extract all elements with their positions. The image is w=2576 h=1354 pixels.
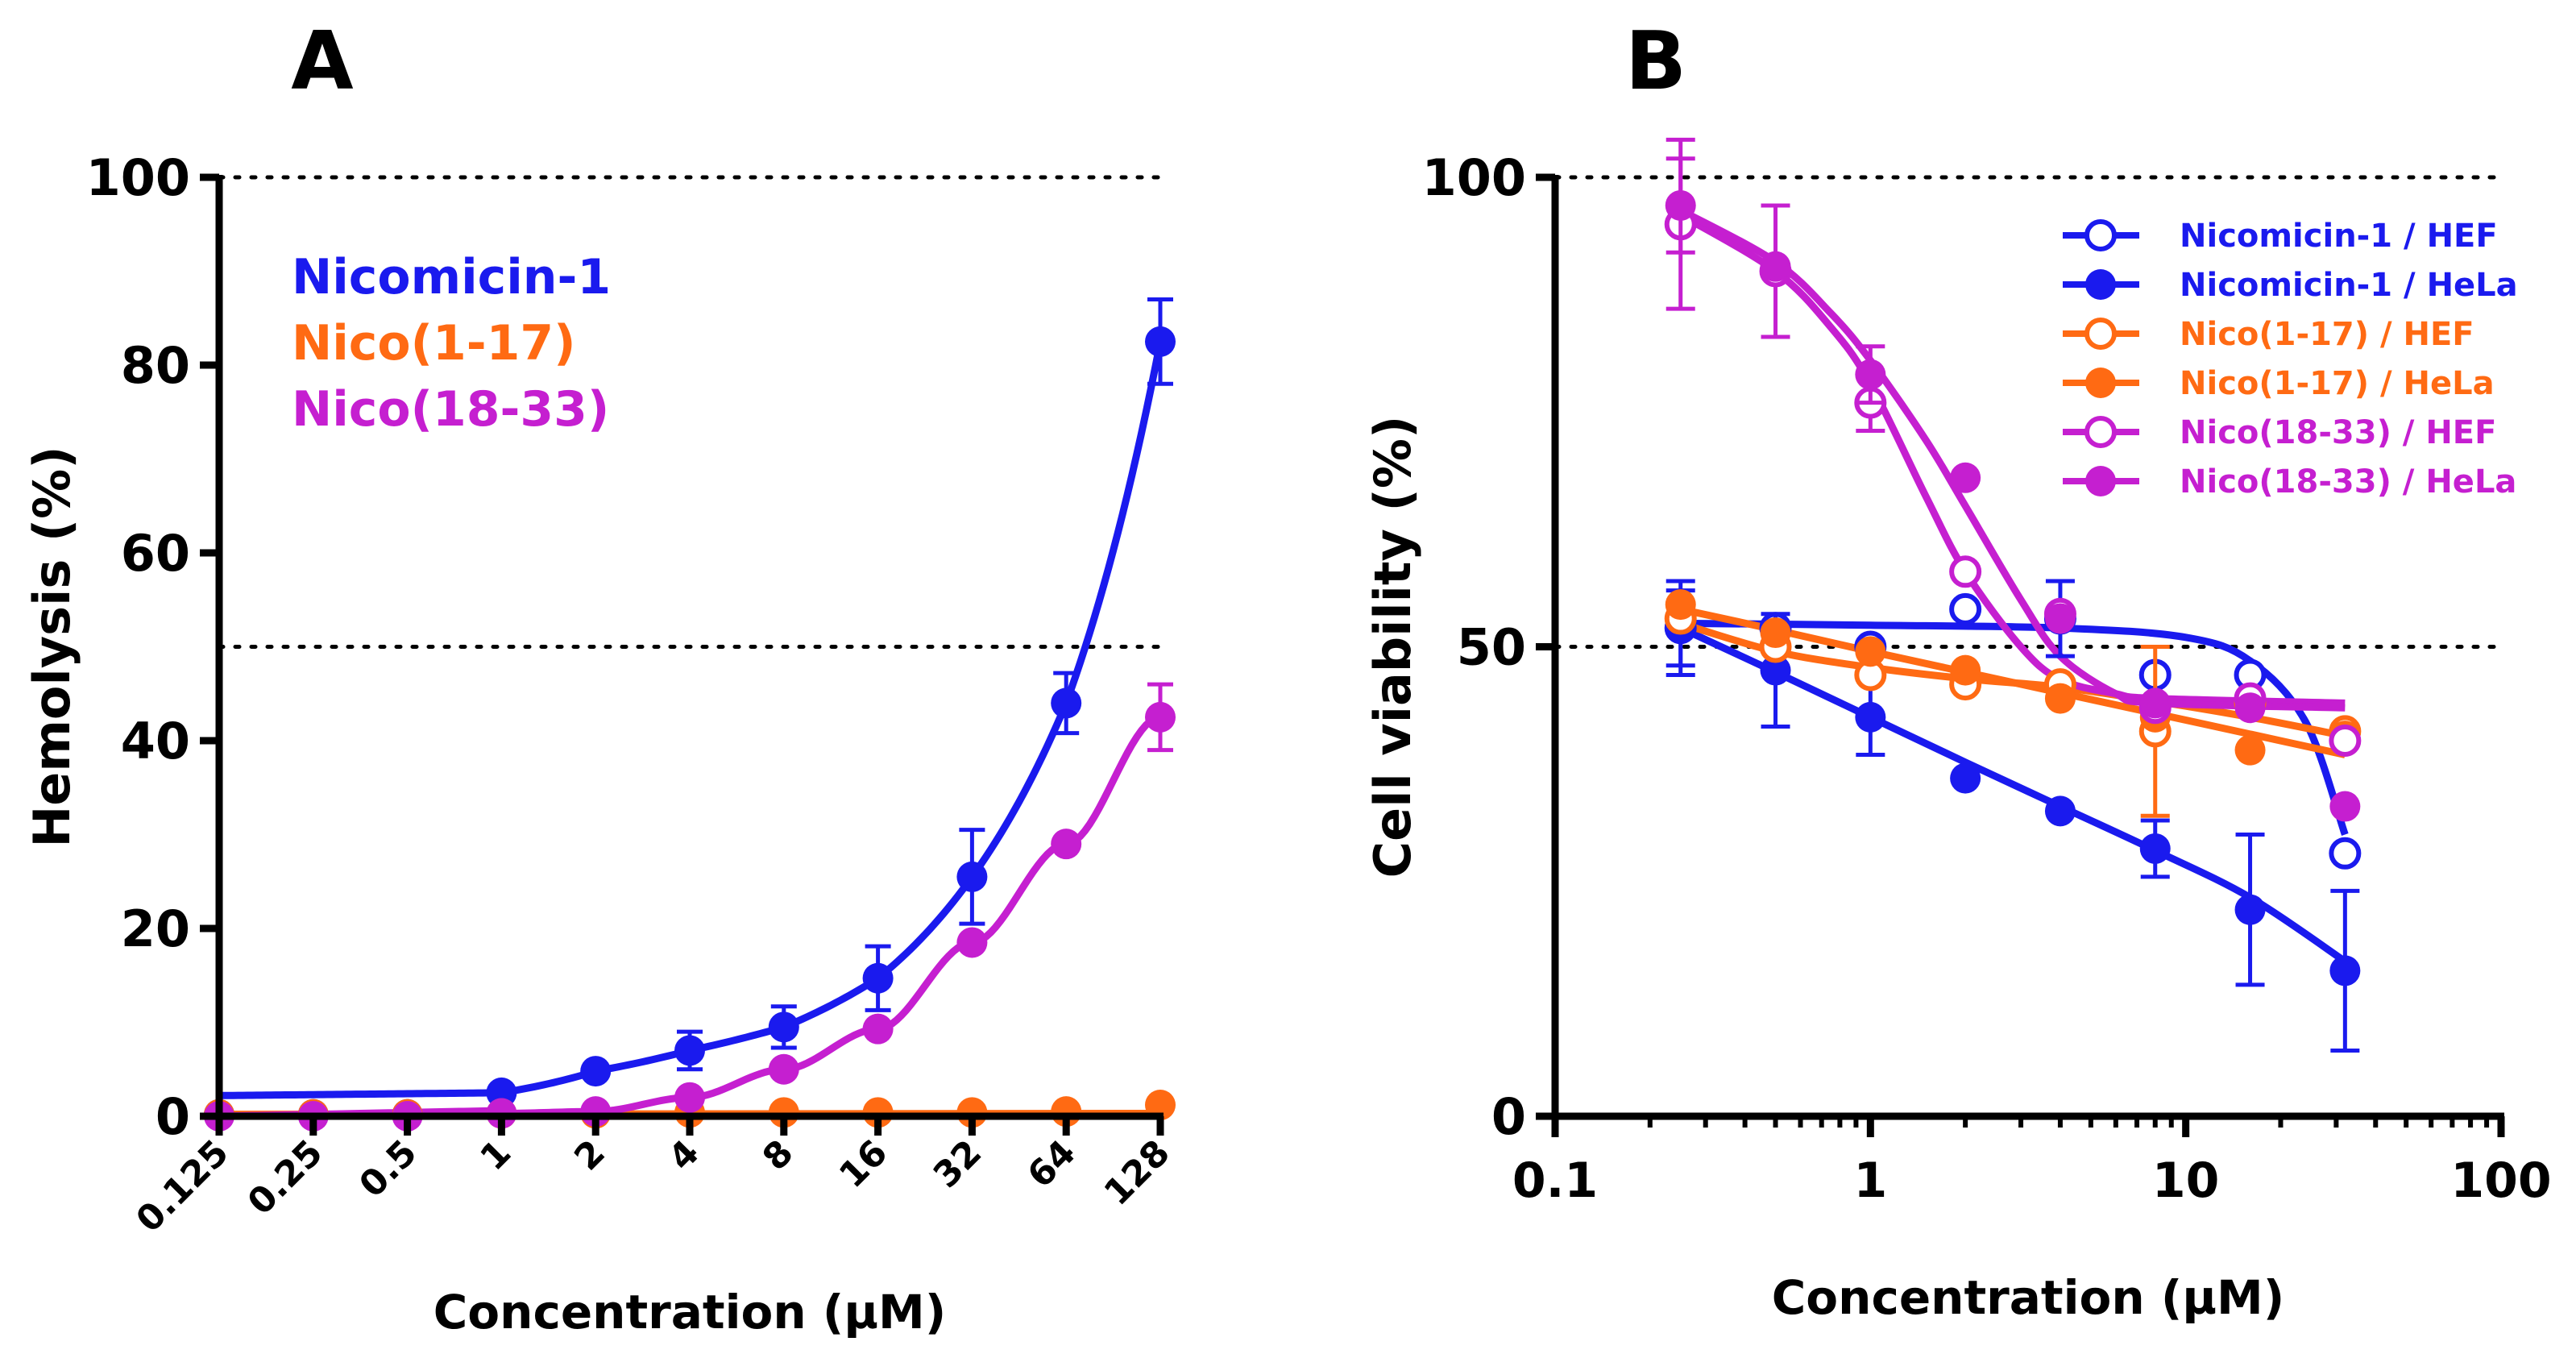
x-tick-label: 32 [926, 1132, 989, 1196]
y-tick-label: 40 [121, 712, 190, 770]
data-point [1760, 617, 1791, 649]
data-point [768, 1053, 799, 1085]
data-point [1760, 251, 1791, 282]
data-point [2329, 955, 2361, 986]
x-tick-label: 128 [1097, 1132, 1178, 1214]
data-point [1949, 555, 1982, 588]
legend-marker [2084, 318, 2117, 350]
data-point [1145, 701, 1176, 733]
legend-entry: Nico(18-33) [292, 381, 609, 438]
data-point [956, 927, 988, 958]
legend-entry: Nicomicin-1 / HeLa [2180, 267, 2518, 304]
data-point [862, 1013, 894, 1045]
legend-entry: Nico(1-17) / HeLa [2180, 365, 2495, 402]
legend-entry: Nicomicin-1 [292, 249, 611, 305]
y-axis-title: Cell viability (%) [1363, 416, 1422, 878]
legend-entry: Nico(18-33) / HeLa [2180, 463, 2516, 500]
x-tick-label: 64 [1020, 1132, 1084, 1196]
panel-a: A 0 20 40 60 80 100 0.125 0.25 0.5 1 2 4 8 16 32 64 128 C… [23, 14, 1178, 1339]
data-point [1665, 589, 1696, 621]
x-tick-label: 8 [755, 1132, 802, 1179]
x-tick-label: 100 [2450, 1153, 2551, 1209]
data-point [862, 1097, 894, 1128]
y-tick-label: 50 [1457, 618, 1526, 677]
legend-marker [2084, 416, 2117, 448]
panel-b: B 0 50 100 0.1 1 10 100 Concentration (µM) Cell … [1363, 14, 2552, 1325]
y-tick-label: 60 [121, 524, 190, 583]
data-point [1855, 636, 1886, 667]
data-point [1145, 326, 1176, 357]
data-point [2234, 734, 2266, 766]
legend-marker [2085, 368, 2116, 398]
legend-marker [2085, 269, 2116, 300]
data-point [862, 962, 894, 994]
data-point [1950, 762, 1981, 794]
panel-b-label: B [1625, 14, 1686, 108]
data-point [1855, 359, 1886, 390]
data-point [674, 1035, 705, 1066]
data-point [2044, 795, 2076, 827]
y-tick-label: 100 [86, 148, 190, 207]
data-point [2329, 725, 2362, 757]
legend-entry: Nico(1-17) [292, 315, 576, 372]
data-point [674, 1082, 705, 1113]
x-tick-label: 1 [1853, 1153, 1887, 1209]
data-point [2234, 692, 2266, 724]
x-tick-label: 4 [661, 1132, 707, 1179]
data-point [2234, 894, 2266, 925]
fit-curve-Nico(18-33) / HeLa [1678, 206, 2346, 712]
data-point [768, 1011, 799, 1043]
y-tick-label: 20 [121, 899, 190, 958]
x-tick-label: 0.25 [240, 1132, 331, 1223]
x-tick-label: 2 [566, 1132, 613, 1179]
x-tick-label: 16 [832, 1132, 895, 1196]
data-point [1950, 462, 1981, 493]
data-point [2044, 603, 2076, 634]
x-tick-label: 10 [2152, 1153, 2220, 1209]
x-axis-title: Concentration (µM) [1772, 1270, 2285, 1325]
data-point [2044, 683, 2076, 714]
data-point [1950, 654, 1981, 686]
legend-marker [2084, 219, 2117, 251]
x-tick-label: 0.125 [128, 1132, 236, 1240]
data-point [2329, 791, 2361, 822]
data-point [1760, 654, 1791, 686]
data-point [1949, 592, 1982, 625]
legend-entry: Nicomicin-1 / HEF [2180, 218, 2498, 255]
x-axis-title: Concentration (µM) [433, 1285, 947, 1339]
data-point [1665, 189, 1696, 221]
legend-entry: Nico(18-33) / HEF [2180, 414, 2496, 451]
y-tick-label: 100 [1422, 148, 1526, 207]
fit-curve-Nicomicin-1 / HEF [1680, 619, 2349, 836]
y-axis-title: Hemolysis (%) [23, 446, 81, 847]
data-point [2139, 833, 2171, 864]
data-point [2139, 687, 2171, 719]
data-point [1051, 829, 1082, 860]
data-point [2329, 837, 2362, 870]
data-point [580, 1056, 612, 1087]
x-tick-label: 1 [472, 1132, 519, 1179]
y-tick-label: 80 [121, 336, 190, 395]
legend-marker [2085, 466, 2116, 496]
x-tick-label: 0.5 [351, 1132, 425, 1206]
data-point [768, 1097, 799, 1128]
y-tick-label: 0 [156, 1087, 190, 1146]
panel-a-label: A [291, 14, 353, 108]
fit-curve-Nicomicin-1 [218, 341, 1164, 1099]
data-point [1855, 701, 1886, 733]
data-point [956, 1097, 988, 1128]
legend-entry: Nico(1-17) / HEF [2180, 316, 2474, 353]
y-tick-label: 0 [1491, 1087, 1526, 1146]
data-point [1051, 687, 1082, 719]
x-tick-label: 0.1 [1512, 1153, 1598, 1209]
data-point [956, 861, 988, 892]
